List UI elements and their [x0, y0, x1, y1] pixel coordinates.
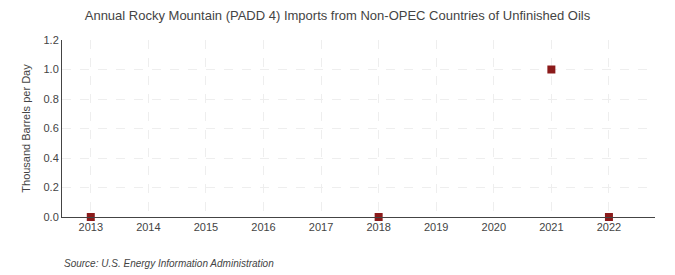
- svg-text:2015: 2015: [194, 221, 218, 233]
- svg-text:1.0: 1.0: [44, 63, 59, 75]
- svg-text:2013: 2013: [79, 221, 103, 233]
- svg-text:2016: 2016: [251, 221, 275, 233]
- svg-text:2018: 2018: [366, 221, 390, 233]
- svg-text:1.2: 1.2: [44, 34, 59, 46]
- svg-text:2017: 2017: [309, 221, 333, 233]
- svg-text:2019: 2019: [424, 221, 448, 233]
- svg-text:2014: 2014: [136, 221, 160, 233]
- svg-text:0.8: 0.8: [44, 93, 59, 105]
- svg-text:2020: 2020: [482, 221, 506, 233]
- svg-text:0.0: 0.0: [44, 211, 59, 223]
- svg-text:Annual Rocky Mountain (PADD 4): Annual Rocky Mountain (PADD 4) Imports f…: [85, 8, 591, 23]
- svg-text:2021: 2021: [539, 221, 563, 233]
- svg-text:0.2: 0.2: [44, 181, 59, 193]
- svg-text:2022: 2022: [597, 221, 621, 233]
- svg-text:0.6: 0.6: [44, 122, 59, 134]
- svg-text:Source: U.S. Energy Informatio: Source: U.S. Energy Information Administ…: [64, 258, 274, 269]
- svg-text:0.4: 0.4: [44, 152, 59, 164]
- svg-text:Thousand Barrels per Day: Thousand Barrels per Day: [20, 64, 32, 193]
